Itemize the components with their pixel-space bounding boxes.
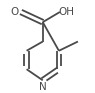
Text: N: N [39,82,47,92]
Text: OH: OH [59,7,74,17]
Text: O: O [10,7,18,17]
